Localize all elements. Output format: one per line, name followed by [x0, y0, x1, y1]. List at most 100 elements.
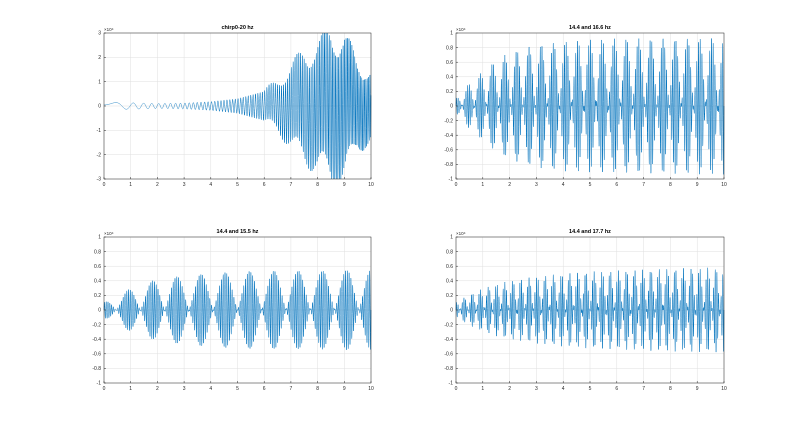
subplot-4-xtick-label-5: 5	[589, 386, 592, 392]
subplot-2-xtick-label-6: 6	[615, 182, 618, 188]
subplot-2-xtick-label-9: 9	[696, 182, 699, 188]
subplot-1-xtick-label-2: 2	[156, 182, 159, 188]
subplot-4-xtick-label-9: 9	[696, 386, 699, 392]
subplot-1-xtick-label-1: 1	[129, 182, 132, 188]
subplot-3-ytick-label-0: -1	[97, 381, 102, 387]
subplot-2-ytick-label-1: -0.8	[444, 162, 453, 168]
subplot-2-ytick-label-8: 0.6	[446, 60, 453, 66]
subplot-2-xtick-label-7: 7	[642, 182, 645, 188]
subplot-2-xtick-label-8: 8	[669, 182, 672, 188]
subplot-4-xtick-label-10: 10	[721, 386, 727, 392]
subplot-4-ytick-label-1: -0.8	[444, 366, 453, 372]
subplot-2-ytick-label-6: 0.2	[446, 89, 453, 95]
subplot-4-ytick-label-4: -0.2	[444, 322, 453, 328]
subplot-1-ytick-label-4: 1	[98, 79, 101, 85]
subplot-1-xtick-label-3: 3	[183, 182, 186, 188]
subplot-4-xtick-label-3: 3	[535, 386, 538, 392]
subplot-3-xtick-label-10: 10	[368, 386, 374, 392]
subplot-2-xtick-label-3: 3	[535, 182, 538, 188]
subplot-2-ytick-label-5: 0	[450, 104, 453, 110]
subplot-2-ytick-label-3: -0.4	[444, 133, 453, 139]
subplot-4-xtick-label-4: 4	[562, 386, 565, 392]
subplot-3-ytick-label-3: -0.4	[92, 337, 101, 343]
subplot-2-xtick-label-5: 5	[589, 182, 592, 188]
subplot-3-ytick-label-1: -0.8	[92, 366, 101, 372]
subplot-4-plot: 0 1 2 3 4 5 6 7 8 9 10 -1 -0.8 -0.6 -0.4 -0.2 0 0.2 0.4 0.6…	[444, 235, 727, 392]
subplot-1-xtick-label-4: 4	[209, 182, 212, 188]
subplot-3-ytick-label-5: 0	[98, 308, 101, 314]
subplot-3: 14.4 and 15.5 hz ×10⁴ 0 1 2 3 4 5 6 7 8 9 10-1-0.8…	[92, 229, 374, 392]
subplot-4-ytick-label-0: -1	[449, 381, 454, 387]
subplot-1-series-line	[104, 32, 372, 180]
subplot-1-ytick-label-0: -3	[97, 177, 102, 183]
subplot-3-ytick-label-6: 0.2	[94, 293, 101, 299]
subplot-1-xtick-label-7: 7	[290, 182, 293, 188]
subplot-1: chirp0-20 hz ×10⁴ 0 1 2 3 4 5 6 7 8 9 10 -3 -2 -1 0 1 2 3	[97, 25, 374, 188]
subplot-1-exponent: ×10⁴	[104, 27, 114, 32]
subplot-4-ytick-label-3: -0.4	[444, 337, 453, 343]
subplot-3-exponent: ×10⁴	[104, 231, 114, 236]
subplot-1-ytick-label-6: 3	[98, 31, 101, 37]
subplot-2-ytick-label-10: 1	[450, 31, 453, 37]
subplot-2-xtick-label-4: 4	[562, 182, 565, 188]
subplot-1-title: chirp0-20 hz	[221, 25, 253, 31]
subplot-1-ytick-label-3: 0	[98, 104, 101, 110]
subplot-2-xtick-label-2: 2	[508, 182, 511, 188]
subplot-3-ytick-label-10: 1	[98, 235, 101, 241]
subplot-4-xtick-label-2: 2	[508, 386, 511, 392]
subplot-4-ytick-label-10: 1	[450, 235, 453, 241]
subplot-3-ytick-label-7: 0.4	[94, 279, 101, 285]
subplot-3-title: 14.4 and 15.5 hz	[217, 229, 259, 235]
subplot-4-ytick-label-6: 0.2	[446, 293, 453, 299]
subplot-1-ytick-label-5: 2	[98, 55, 101, 61]
subplot-2-xtick-label-1: 1	[481, 182, 484, 188]
subplot-4-ytick-label-7: 0.4	[446, 279, 453, 285]
subplot-3-xtick-label-7: 7	[290, 386, 293, 392]
subplot-1-xtick-label-5: 5	[236, 182, 239, 188]
subplot-2-ytick-label-9: 0.8	[446, 45, 453, 51]
subplot-3-xtick-label-2: 2	[156, 386, 159, 392]
subplot-1-ytick-label-2: -1	[97, 128, 102, 134]
subplot-2: 14.4 and 16.6 hz ×10⁴ 0 1 2 3 4 5 6 7 8 9 10-1-0.8…	[444, 25, 727, 188]
subplot-1-xtick-label-6: 6	[263, 182, 266, 188]
subplot-1-xtick-label-8: 8	[316, 182, 319, 188]
subplot-4-exponent: ×10⁴	[456, 231, 466, 236]
subplot-3-plot: 0 1 2 3 4 5 6 7 8 9 10 -1 -0.8 -0.6 -0.4 -0.2 0 0.2 0.4 0.6…	[92, 235, 374, 392]
subplot-2-xtick-label-0: 0	[455, 182, 458, 188]
subplot-4-ytick-label-8: 0.6	[446, 264, 453, 270]
subplot-4-xtick-label-7: 7	[642, 386, 645, 392]
subplot-4-xtick-label-8: 8	[669, 386, 672, 392]
subplot-3-series-line	[103, 270, 372, 350]
subplot-2-exponent: ×10⁴	[456, 27, 466, 32]
subplot-4-ytick-label-9: 0.8	[446, 249, 453, 255]
subplot-3-ytick-label-9: 0.8	[94, 249, 101, 255]
subplot-4-xtick-label-1: 1	[481, 386, 484, 392]
subplot-4: 14.4 and 17.7 hz ×10⁴ 0 1 2 3 4 5 6 7 8 9 10-1-0.8…	[444, 229, 727, 392]
subplot-2-series-line	[455, 38, 725, 175]
subplot-4-ytick-label-2: -0.6	[444, 352, 453, 358]
subplot-2-xtick-label-10: 10	[721, 182, 727, 188]
subplot-1-xtick-label-10: 10	[368, 182, 374, 188]
subplot-3-ytick-label-4: -0.2	[92, 322, 101, 328]
subplot-2-plot: 0 1 2 3 4 5 6 7 8 9 10 -1 -0.8 -0.6 -0.4 -0.2 0 0.2 0.4 0.6…	[444, 31, 727, 188]
subplot-3-xtick-label-9: 9	[343, 386, 346, 392]
subplot-2-ytick-label-2: -0.6	[444, 148, 453, 154]
subplot-3-xtick-label-0: 0	[103, 386, 106, 392]
subplot-3-xtick-label-1: 1	[129, 386, 132, 392]
subplot-3-xtick-label-8: 8	[316, 386, 319, 392]
subplot-2-ytick-label-7: 0.4	[446, 75, 453, 81]
subplot-1-xtick-label-9: 9	[343, 182, 346, 188]
subplot-3-ytick-label-2: -0.6	[92, 352, 101, 358]
subplot-3-xtick-label-6: 6	[263, 386, 266, 392]
subplot-2-ytick-label-0: -1	[449, 177, 454, 183]
subplot-1-plot: 0 1 2 3 4 5 6 7 8 9 10 -3 -2 -1 0 1 2 3	[97, 31, 374, 188]
subplot-2-title: 14.4 and 16.6 hz	[569, 25, 611, 31]
subplot-3-xtick-label-5: 5	[236, 386, 239, 392]
subplot-3-xtick-label-4: 4	[209, 386, 212, 392]
subplot-4-series-line	[455, 267, 725, 353]
subplot-3-xtick-label-3: 3	[183, 386, 186, 392]
subplot-1-ytick-label-1: -2	[97, 152, 102, 158]
subplot-4-xtick-label-0: 0	[455, 386, 458, 392]
subplot-2-ytick-label-4: -0.2	[444, 118, 453, 124]
